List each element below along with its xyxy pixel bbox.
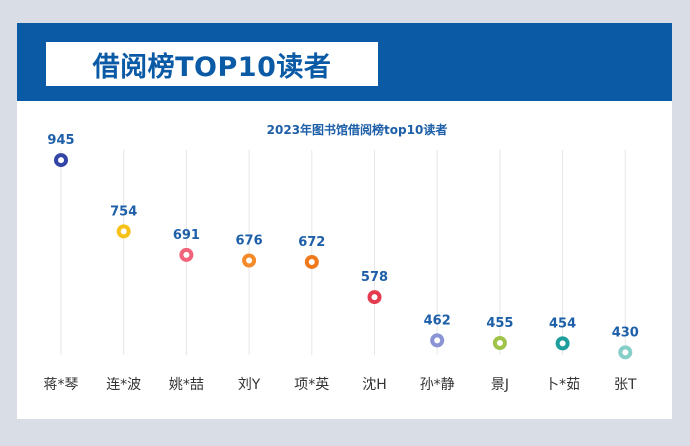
data-label: 455	[486, 316, 513, 331]
data-point[interactable]	[116, 224, 131, 239]
title-box: 借阅榜TOP10读者	[46, 42, 378, 86]
data-label: 430	[612, 325, 639, 340]
data-label: 462	[424, 313, 451, 328]
data-label: 676	[236, 233, 263, 248]
chart-title: 2023年图书馆借阅榜top10读者	[267, 122, 448, 137]
category-label: 姚*喆	[169, 377, 204, 393]
category-label: 蒋*琴	[44, 377, 79, 393]
data-label: 672	[298, 235, 325, 250]
category-label: 刘Y	[238, 377, 261, 393]
data-point[interactable]	[367, 290, 382, 305]
data-label: 454	[549, 316, 576, 331]
data-label: 754	[110, 204, 137, 219]
category-label: 项*英	[294, 376, 329, 393]
data-label: 691	[173, 228, 200, 243]
page-title: 借阅榜TOP10读者	[92, 51, 332, 83]
data-label: 945	[47, 133, 74, 148]
category-label: 景J	[491, 377, 509, 393]
data-point[interactable]	[304, 254, 319, 269]
data-label: 578	[361, 270, 388, 285]
category-label: 卜*茹	[545, 376, 580, 393]
data-point[interactable]	[492, 336, 507, 350]
data-point[interactable]	[242, 253, 257, 268]
category-label: 张T	[614, 377, 637, 393]
header-band: 借阅榜TOP10读者	[17, 23, 672, 101]
data-point[interactable]	[555, 336, 570, 351]
category-label: 连*波	[106, 377, 141, 393]
data-point[interactable]	[618, 345, 633, 360]
data-point[interactable]	[430, 333, 445, 348]
category-label: 沈H	[362, 377, 387, 393]
data-point[interactable]	[54, 153, 68, 168]
category-label: 孙*静	[420, 377, 455, 393]
data-point[interactable]	[179, 247, 194, 262]
